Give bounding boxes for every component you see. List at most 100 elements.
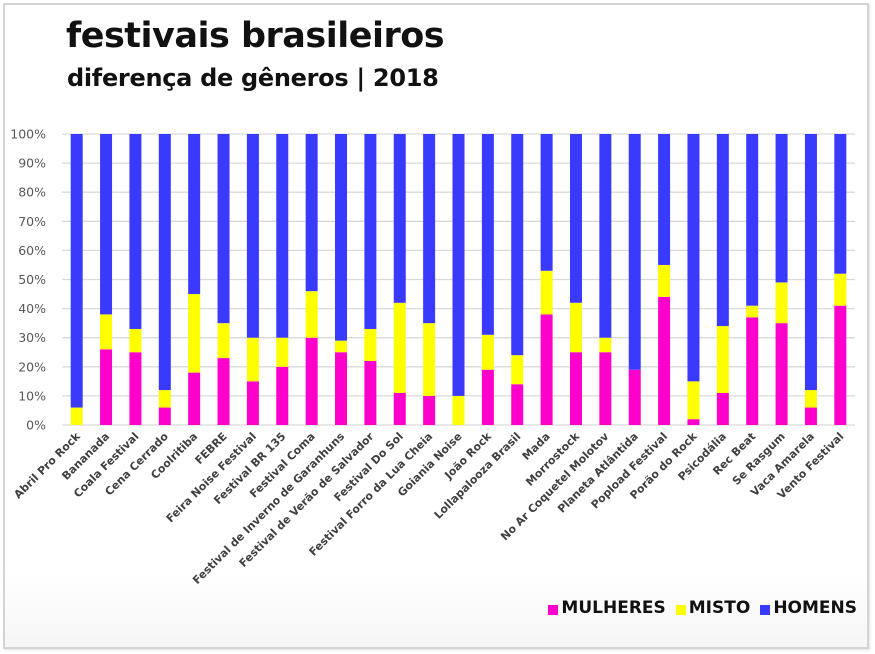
bar-homens: [246, 134, 259, 338]
bar-mulheres: [129, 352, 142, 425]
bar-misto: [276, 337, 289, 367]
bar-misto: [452, 395, 465, 425]
y-tick-label: 10%: [18, 388, 46, 403]
bar-misto: [687, 381, 700, 420]
y-tick-label: 60%: [18, 243, 46, 258]
bar-mulheres: [628, 369, 641, 425]
bar-homens: [746, 134, 759, 306]
bar-mulheres: [188, 372, 201, 425]
bar-misto: [188, 294, 201, 373]
bar-homens: [423, 134, 436, 324]
bar-homens: [276, 134, 289, 338]
bar-homens: [511, 134, 524, 356]
y-tick-label: 40%: [18, 301, 46, 316]
legend-swatch-misto: [675, 605, 686, 615]
bar-homens: [452, 134, 465, 396]
y-tick-label: 70%: [18, 214, 46, 229]
bar-mulheres: [687, 419, 700, 425]
bar-homens: [599, 134, 612, 338]
bar-misto: [100, 314, 113, 350]
bar-mulheres: [569, 352, 582, 425]
bar-misto: [599, 337, 612, 353]
bar-mulheres: [100, 349, 113, 425]
bar-misto: [393, 302, 406, 393]
bar-mulheres: [423, 395, 436, 425]
bar-homens: [217, 134, 230, 324]
bar-mulheres: [746, 317, 759, 425]
bar-homens: [569, 134, 582, 303]
bar-mulheres: [158, 407, 171, 425]
bar-mulheres: [393, 392, 406, 425]
legend: MULHERES MISTO HOMENS: [548, 598, 857, 618]
legend-item-misto: MISTO: [675, 598, 751, 618]
legend-label-misto: MISTO: [688, 598, 751, 618]
bar-misto: [423, 323, 436, 396]
bar-misto: [569, 302, 582, 353]
bar-misto: [364, 328, 377, 361]
bar-homens: [364, 134, 377, 329]
y-tick-label: 80%: [18, 185, 46, 200]
bar-mulheres: [804, 407, 817, 425]
bar-misto: [158, 390, 171, 408]
bar-homens: [687, 134, 700, 382]
legend-swatch-homens: [760, 605, 771, 615]
legend-swatch-mulheres: [548, 605, 559, 615]
bar-misto: [540, 270, 553, 315]
chart-title: festivais brasileiros: [66, 16, 445, 56]
bar-misto: [511, 355, 524, 385]
bar-misto: [775, 282, 788, 324]
bar-misto: [658, 264, 671, 297]
legend-item-homens: HOMENS: [760, 598, 857, 618]
bar-homens: [775, 134, 788, 283]
bar-mulheres: [511, 384, 524, 425]
bar-homens: [628, 134, 641, 370]
y-tick-label: 0%: [26, 418, 46, 433]
chart-subtitle: diferença de gêneros | 2018: [67, 64, 439, 92]
bar-homens: [834, 134, 847, 274]
bar-mulheres: [276, 366, 289, 425]
bar-homens: [188, 134, 201, 295]
bar-misto: [246, 337, 259, 382]
legend-label-mulheres: MULHERES: [561, 598, 666, 618]
y-tick-label: 90%: [18, 156, 46, 171]
bar-homens: [481, 134, 494, 335]
bar-mulheres: [834, 305, 847, 425]
bar-misto: [129, 328, 142, 353]
bars: [70, 134, 847, 425]
bar-mulheres: [364, 360, 377, 425]
bar-homens: [70, 134, 83, 408]
bar-misto: [716, 326, 729, 393]
y-tick-label: 100%: [10, 127, 46, 142]
bar-mulheres: [246, 381, 259, 425]
bar-homens: [658, 134, 671, 265]
legend-item-mulheres: MULHERES: [548, 598, 666, 618]
bar-homens: [158, 134, 171, 391]
bar-misto: [335, 340, 348, 353]
bar-misto: [804, 390, 817, 408]
y-tick-label: 30%: [18, 330, 46, 345]
bar-mulheres: [599, 352, 612, 425]
bar-mulheres: [658, 296, 671, 425]
bar-misto: [70, 407, 83, 425]
bar-mulheres: [716, 392, 729, 425]
bar-mulheres: [335, 352, 348, 425]
y-tick-label: 50%: [18, 272, 46, 287]
bar-homens: [540, 134, 553, 271]
bar-homens: [129, 134, 142, 329]
bar-misto: [746, 305, 759, 318]
bar-misto: [834, 273, 847, 306]
bar-misto: [481, 334, 494, 370]
bar-mulheres: [217, 358, 230, 425]
bar-homens: [804, 134, 817, 391]
bar-mulheres: [481, 369, 494, 425]
bar-homens: [716, 134, 729, 327]
bar-mulheres: [305, 337, 318, 425]
bar-mulheres: [775, 323, 788, 425]
y-tick-label: 20%: [18, 359, 46, 374]
bar-homens: [335, 134, 348, 341]
bar-homens: [393, 134, 406, 303]
bar-homens: [305, 134, 318, 292]
bar-misto: [217, 323, 230, 359]
legend-label-homens: HOMENS: [773, 598, 857, 618]
